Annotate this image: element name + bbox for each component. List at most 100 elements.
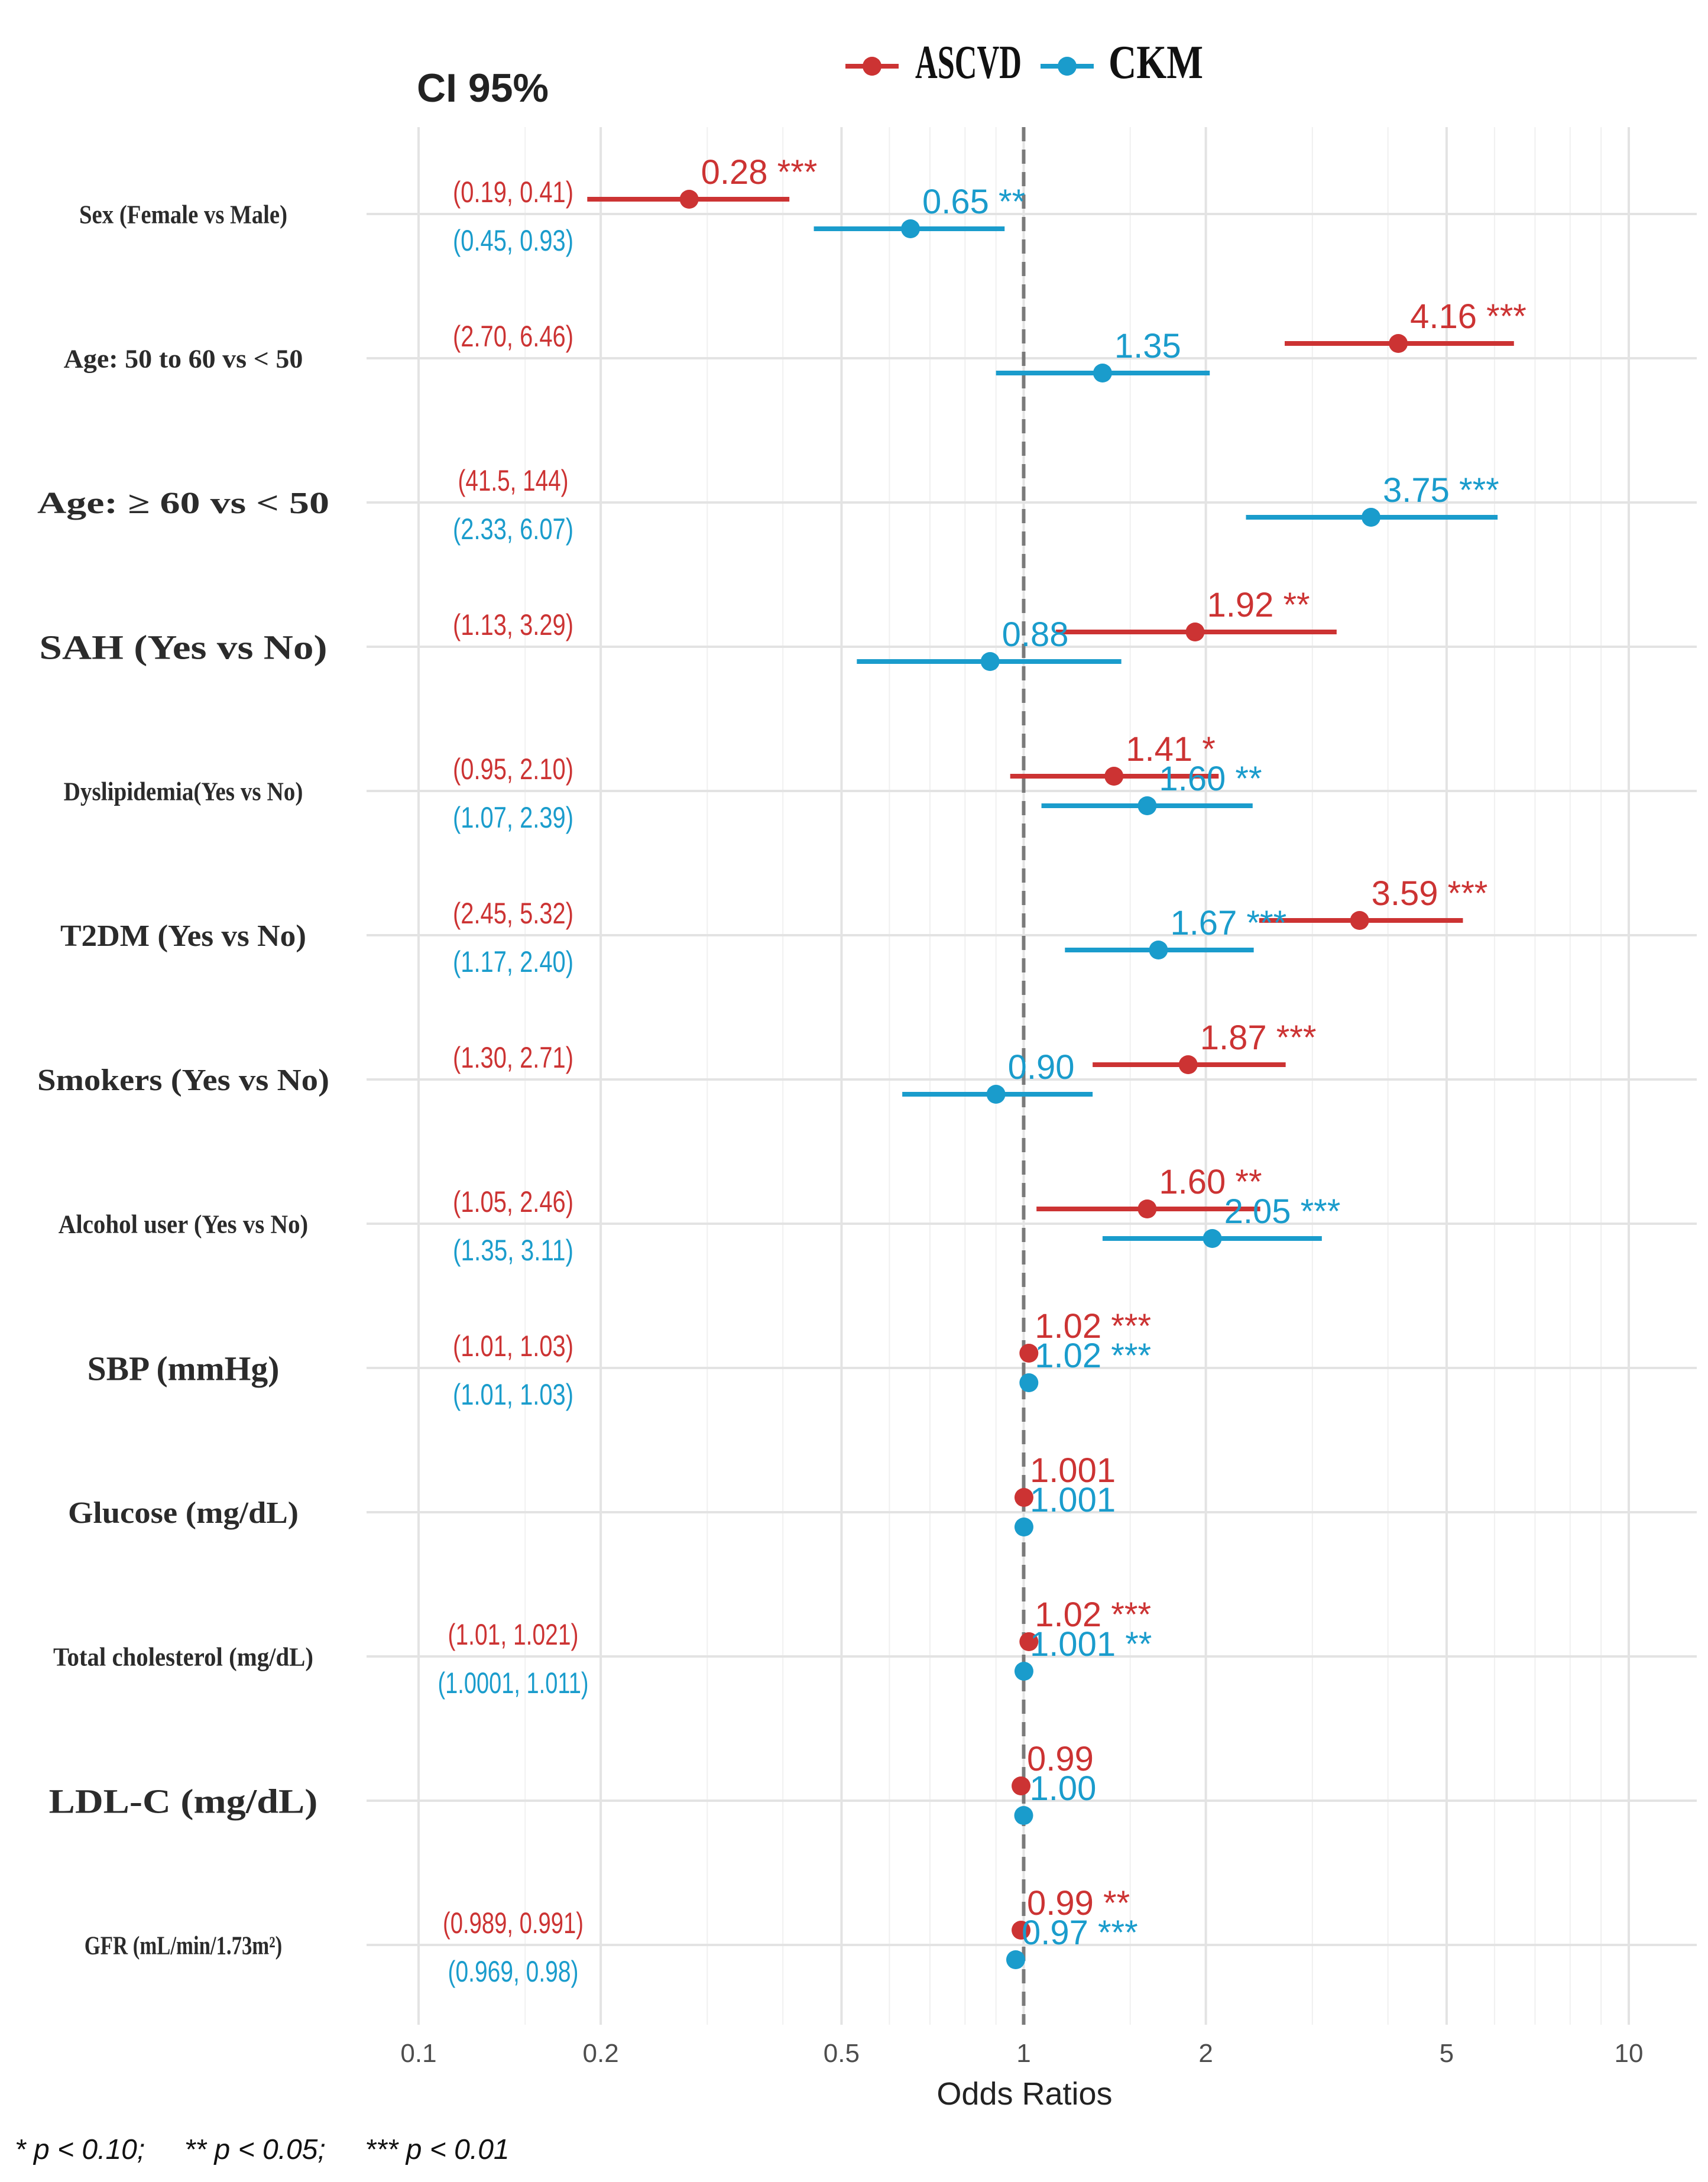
point-ckm bbox=[986, 1085, 1006, 1104]
legend-ascvd-label: ASCVD bbox=[915, 37, 1022, 89]
point-ascvd bbox=[1185, 622, 1205, 641]
value-label-ckm: 0.65 ** bbox=[922, 183, 1025, 221]
point-ckm bbox=[1362, 508, 1381, 527]
ci-label-ckm: (1.35, 3.11) bbox=[453, 1234, 573, 1267]
legend-ckm-label: CKM bbox=[1109, 37, 1203, 89]
footnote: * p < 0.10; ** p < 0.05; *** p < 0.01 bbox=[15, 2134, 510, 2165]
point-ckm bbox=[1149, 941, 1168, 959]
legend-ascvd-marker bbox=[863, 57, 881, 76]
value-label-ascvd: 0.99 bbox=[1027, 1740, 1094, 1778]
value-label-ascvd: 1.02 *** bbox=[1035, 1596, 1151, 1634]
row-label: Smokers (Yes vs No) bbox=[37, 1064, 329, 1097]
row-label: Age: ≥ 60 vs < 50 bbox=[37, 487, 329, 520]
chart-title: CI 95% bbox=[417, 66, 549, 111]
x-axis-title: Odds Ratios bbox=[936, 2076, 1112, 2112]
value-label-ascvd: 1.001 bbox=[1030, 1451, 1116, 1490]
point-ascvd bbox=[1012, 1921, 1031, 1940]
ci-label-ascvd: (0.19, 0.41) bbox=[453, 176, 573, 209]
ci-label-ascvd: (1.13, 3.29) bbox=[453, 608, 573, 641]
value-label-ckm: 1.67 *** bbox=[1170, 904, 1286, 942]
point-ckm bbox=[1014, 1806, 1033, 1825]
point-ascvd bbox=[1019, 1632, 1039, 1651]
row-label: SBP (mmHg) bbox=[87, 1349, 280, 1387]
value-label-ascvd: 0.99 ** bbox=[1027, 1884, 1130, 1922]
ci-label-ascvd: (41.5, 144) bbox=[458, 464, 569, 497]
value-label-ckm: 1.00 bbox=[1030, 1769, 1097, 1808]
row-label: Glucose (mg/dL) bbox=[68, 1496, 299, 1530]
legend-item-ascvd: ASCVD bbox=[845, 37, 1022, 89]
value-label-ascvd: 1.02 *** bbox=[1035, 1307, 1151, 1345]
point-ascvd bbox=[1137, 1199, 1157, 1218]
value-label-ascvd: 1.41 * bbox=[1126, 730, 1216, 769]
ci-label-ascvd: (2.70, 6.46) bbox=[453, 320, 573, 353]
legend-item-ckm: CKM bbox=[1041, 37, 1203, 89]
ci-label-ascvd: (1.30, 2.71) bbox=[453, 1041, 573, 1074]
ci-label-ascvd: (1.01, 1.021) bbox=[448, 1618, 579, 1651]
value-label-ascvd: 0.28 *** bbox=[701, 153, 818, 192]
point-ckm bbox=[980, 652, 1000, 671]
row-label: Dyslipidemia(Yes vs No) bbox=[64, 777, 303, 806]
point-ascvd bbox=[1012, 1776, 1031, 1795]
point-ascvd bbox=[679, 190, 699, 209]
row-label: LDL-C (mg/dL) bbox=[49, 1782, 318, 1820]
ci-label-ckm: (1.07, 2.39) bbox=[453, 801, 573, 834]
x-tick-label: 2 bbox=[1198, 2039, 1213, 2068]
ci-label-ascvd: (1.05, 2.46) bbox=[453, 1185, 573, 1218]
value-label-ascvd: 1.92 ** bbox=[1207, 586, 1310, 624]
ci-label-ascvd: (2.45, 5.32) bbox=[453, 897, 573, 930]
point-ckm bbox=[1019, 1373, 1039, 1392]
legend: ASCVD CKM bbox=[845, 37, 1203, 89]
row-label: GFR (mL/min/1.73m²) bbox=[85, 1931, 282, 1960]
row-label: Alcohol user (Yes vs No) bbox=[59, 1210, 308, 1238]
point-ascvd bbox=[1014, 1488, 1033, 1507]
value-label-ascvd: 3.59 *** bbox=[1372, 874, 1488, 913]
x-tick-label: 5 bbox=[1440, 2039, 1454, 2068]
value-label-ckm: 0.90 bbox=[1008, 1048, 1075, 1087]
ci-label-ckm: (0.45, 0.93) bbox=[453, 224, 573, 257]
value-label-ckm: 0.97 *** bbox=[1022, 1914, 1138, 1952]
row-label: Age: 50 to 60 vs < 50 bbox=[64, 344, 303, 373]
ci-label-ascvd: (0.989, 0.991) bbox=[443, 1907, 584, 1940]
value-label-ckm: 1.02 *** bbox=[1035, 1337, 1151, 1375]
row-label: Sex (Female vs Male) bbox=[79, 200, 287, 229]
point-ckm bbox=[1006, 1950, 1025, 1969]
value-label-ascvd: 4.16 *** bbox=[1410, 297, 1526, 336]
point-ckm bbox=[1014, 1518, 1033, 1536]
ci-label-ckm: (1.17, 2.40) bbox=[453, 945, 573, 978]
point-ascvd bbox=[1104, 767, 1124, 786]
point-ascvd bbox=[1178, 1055, 1198, 1074]
point-ascvd bbox=[1389, 334, 1408, 353]
point-ckm bbox=[1137, 796, 1157, 815]
point-ckm bbox=[901, 219, 921, 238]
value-label-ckm: 1.001 bbox=[1030, 1481, 1116, 1519]
ci-label-ascvd: (1.01, 1.03) bbox=[453, 1330, 573, 1363]
point-ckm bbox=[1014, 1662, 1033, 1681]
value-label-ascvd: 1.87 *** bbox=[1200, 1019, 1317, 1057]
ci-label-ckm: (2.33, 6.07) bbox=[453, 513, 573, 546]
point-ckm bbox=[1203, 1229, 1222, 1248]
x-tick-label: 0.5 bbox=[824, 2039, 860, 2068]
x-tick-label: 0.2 bbox=[583, 2039, 619, 2068]
value-label-ckm: 1.35 bbox=[1114, 327, 1181, 365]
row-label: SAH (Yes vs No) bbox=[39, 628, 327, 666]
point-ascvd bbox=[1019, 1344, 1039, 1363]
marks-layer bbox=[587, 190, 1514, 1969]
x-tick-label: 0.1 bbox=[400, 2039, 436, 2068]
value-label-ckm: 1.001 ** bbox=[1030, 1625, 1152, 1664]
ci-label-ckm: (1.0001, 1.011) bbox=[438, 1667, 589, 1700]
x-tick-label: 1 bbox=[1016, 2039, 1030, 2068]
legend-ckm-marker bbox=[1058, 57, 1077, 76]
ci-label-ckm: (1.01, 1.03) bbox=[453, 1378, 573, 1411]
x-tick-label: 10 bbox=[1615, 2039, 1644, 2068]
labels-layer: 0.1 0.2 0.5 1 2 5 10 Sex (Female vs Male) Age: 5… bbox=[37, 153, 1644, 2068]
row-label: Total cholesterol (mg/dL) bbox=[53, 1642, 313, 1671]
value-label-ckm: 1.60 ** bbox=[1159, 760, 1262, 798]
value-label-ckm: 2.05 *** bbox=[1224, 1192, 1341, 1231]
point-ckm bbox=[1093, 364, 1112, 382]
value-label-ckm: 0.88 bbox=[1002, 615, 1069, 654]
value-label-ckm: 3.75 *** bbox=[1383, 471, 1499, 510]
ci-label-ckm: (0.969, 0.98) bbox=[448, 1955, 579, 1988]
point-ascvd bbox=[1350, 911, 1369, 930]
row-label: T2DM (Yes vs No) bbox=[60, 919, 306, 953]
